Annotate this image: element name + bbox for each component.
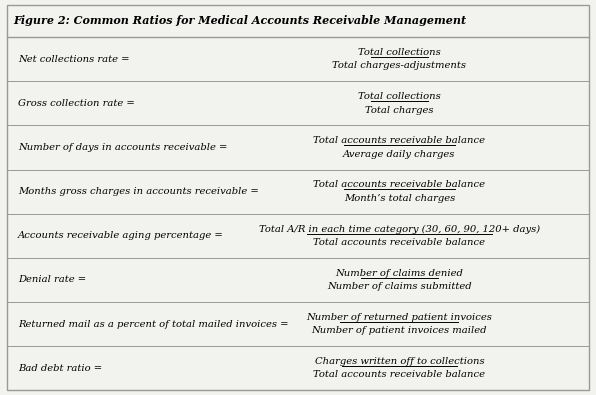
Text: Denial rate =: Denial rate = [18, 275, 86, 284]
Text: Total accounts receivable balance: Total accounts receivable balance [313, 181, 485, 190]
Text: Total accounts receivable balance: Total accounts receivable balance [313, 136, 485, 145]
Text: Total accounts receivable balance: Total accounts receivable balance [313, 238, 485, 247]
Text: Months gross charges in accounts receivable =: Months gross charges in accounts receiva… [18, 187, 259, 196]
Text: Number of patient invoices mailed: Number of patient invoices mailed [312, 326, 487, 335]
Text: Total accounts receivable balance: Total accounts receivable balance [313, 371, 485, 379]
Text: Figure 2: Common Ratios for Medical Accounts Receivable Management: Figure 2: Common Ratios for Medical Acco… [13, 15, 466, 26]
Text: Net collections rate =: Net collections rate = [18, 55, 129, 64]
Text: Accounts receivable aging percentage =: Accounts receivable aging percentage = [18, 231, 223, 240]
Text: Total collections: Total collections [358, 92, 440, 101]
Text: Gross collection rate =: Gross collection rate = [18, 99, 135, 108]
Text: Month’s total charges: Month’s total charges [344, 194, 455, 203]
Text: Total charges-adjustments: Total charges-adjustments [333, 61, 466, 70]
Text: Total collections: Total collections [358, 48, 440, 57]
Text: Average daily charges: Average daily charges [343, 150, 455, 159]
Text: Bad debt ratio =: Bad debt ratio = [18, 364, 102, 373]
Text: Returned mail as a percent of total mailed invoices =: Returned mail as a percent of total mail… [18, 320, 288, 329]
Text: Number of days in accounts receivable =: Number of days in accounts receivable = [18, 143, 227, 152]
Text: Number of returned patient invoices: Number of returned patient invoices [306, 313, 492, 322]
Text: Total A/R in each time category (30, 60, 90, 120+ days): Total A/R in each time category (30, 60,… [259, 224, 540, 233]
Text: Charges written off to collections: Charges written off to collections [315, 357, 484, 366]
Text: Total charges: Total charges [365, 105, 433, 115]
Text: Number of claims submitted: Number of claims submitted [327, 282, 471, 291]
Text: Number of claims denied: Number of claims denied [336, 269, 463, 278]
